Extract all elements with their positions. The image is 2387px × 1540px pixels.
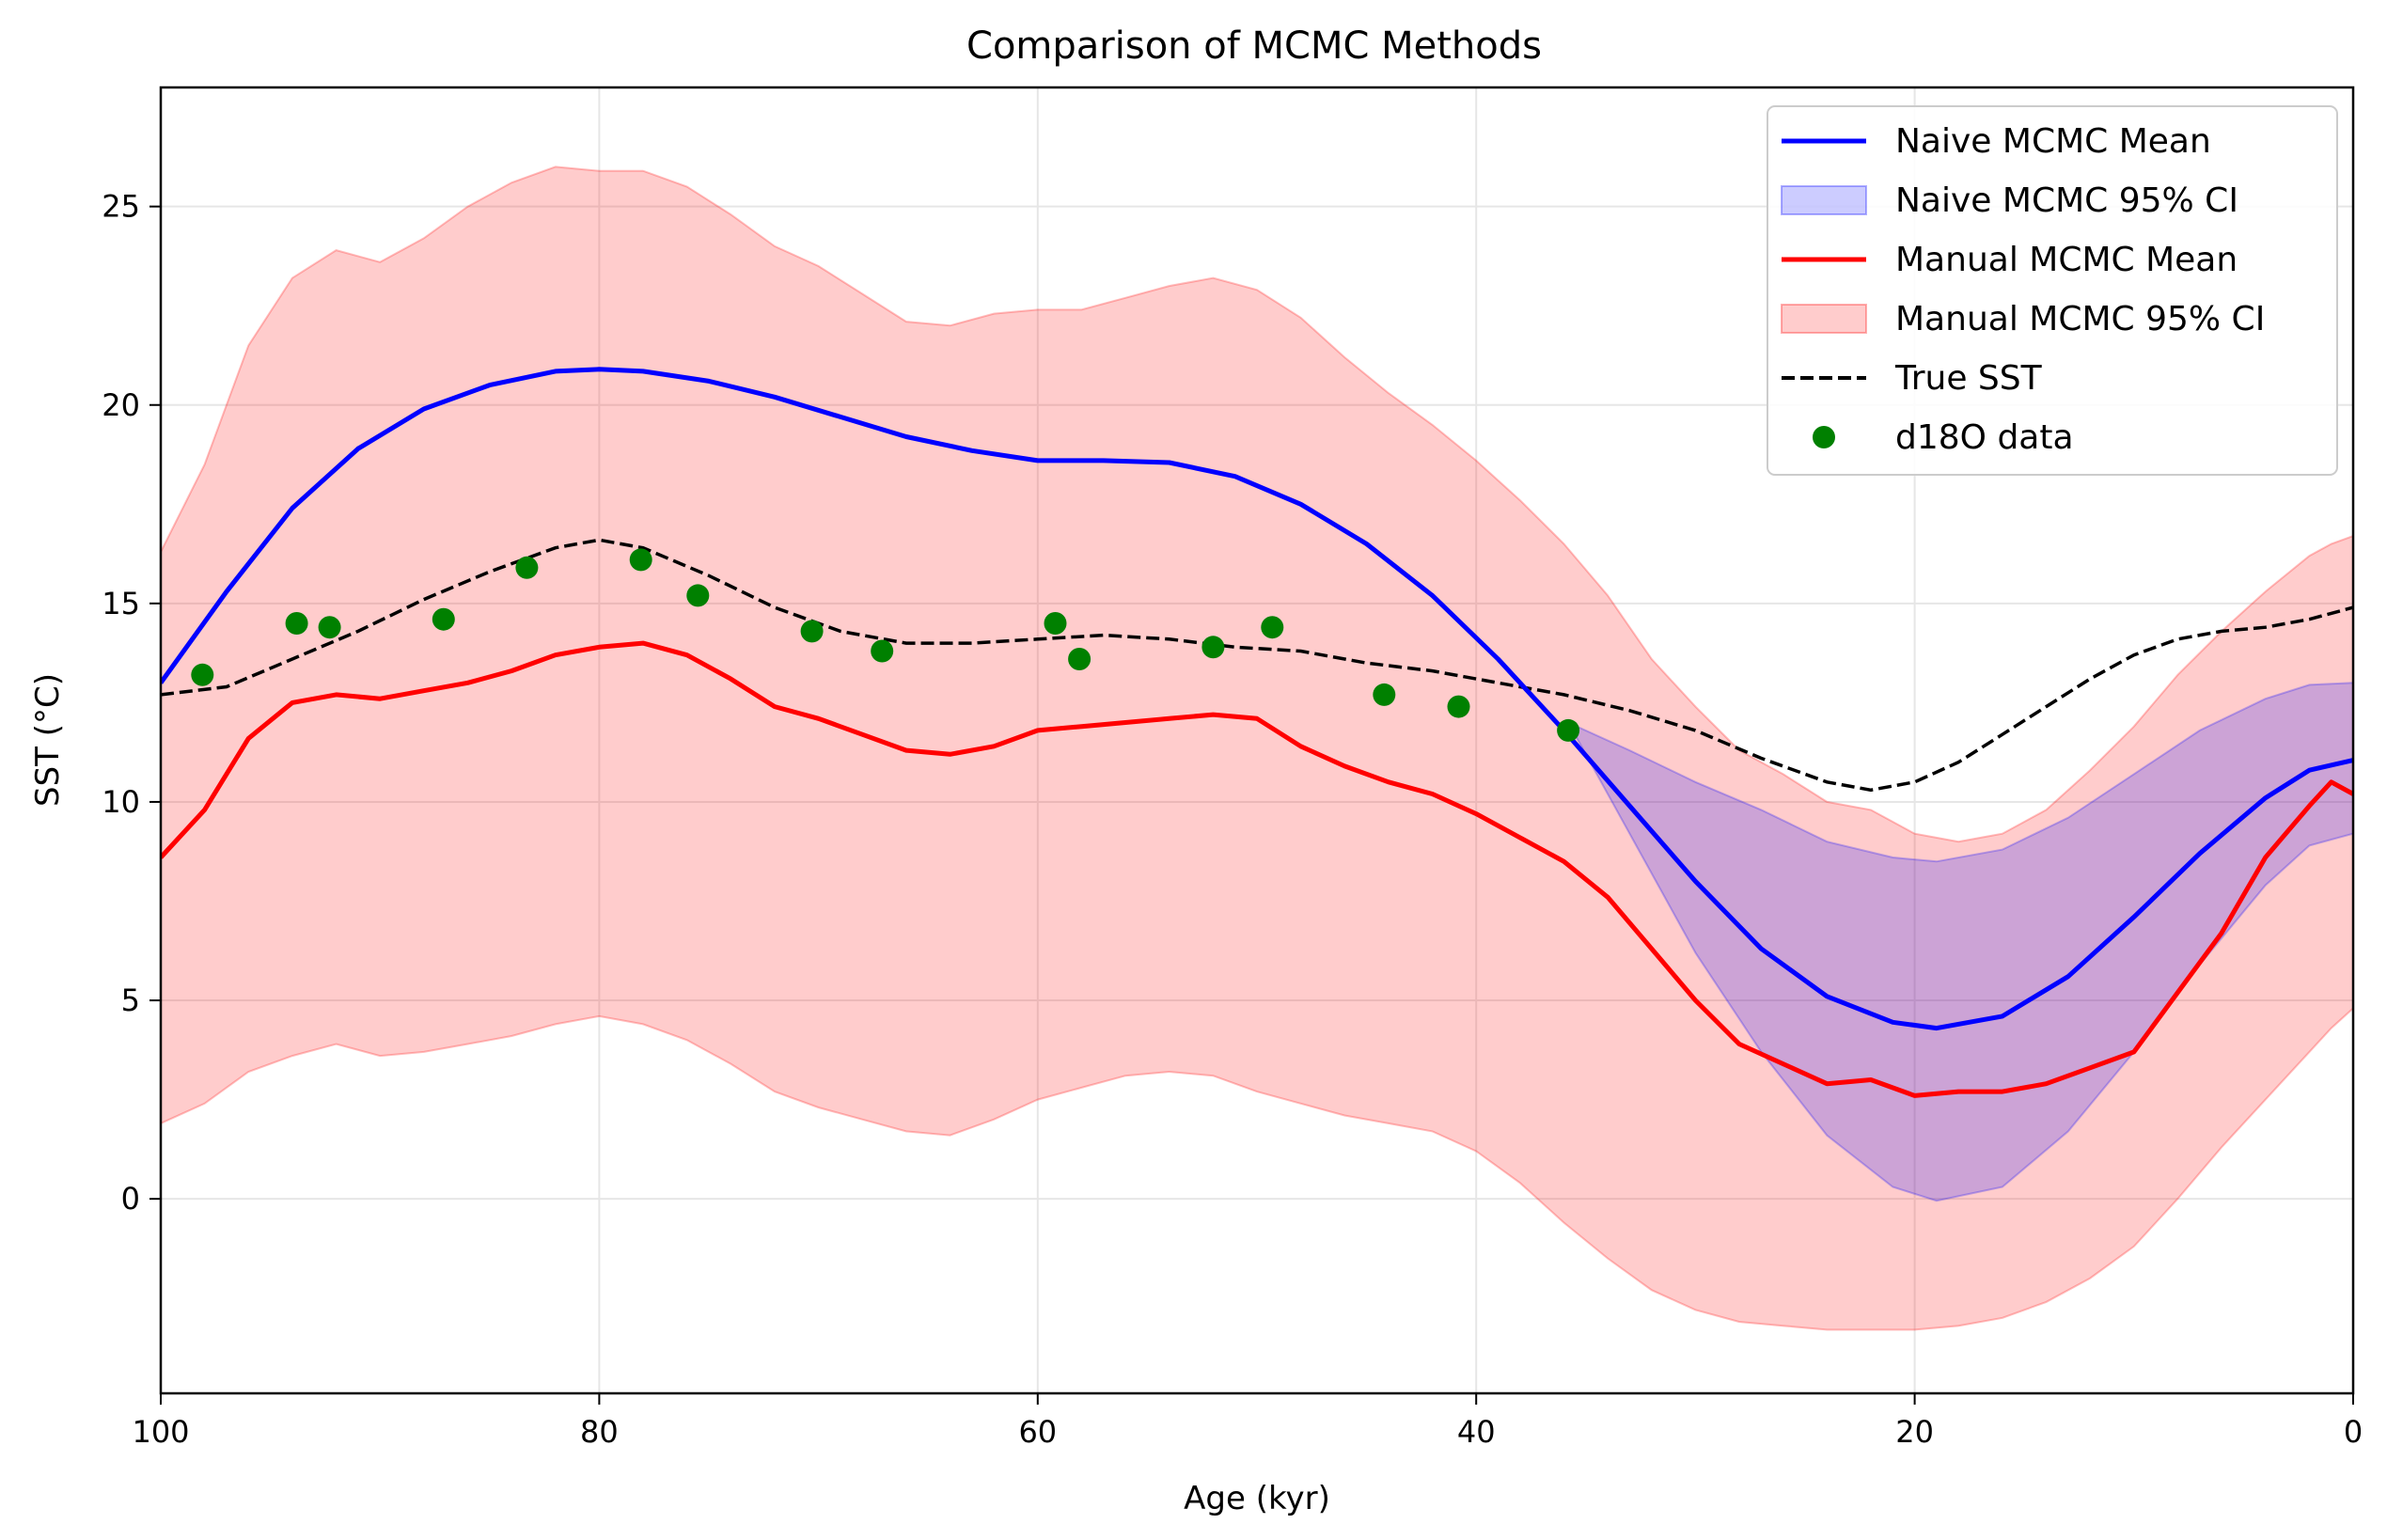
legend-label: Naive MCMC Mean bbox=[1895, 122, 2211, 161]
y-tick-label: 20 bbox=[102, 387, 140, 423]
legend-box bbox=[1767, 105, 2338, 476]
x-tick-label: 40 bbox=[1457, 1414, 1496, 1450]
y-tick-label: 0 bbox=[121, 1181, 140, 1217]
d18o-point bbox=[800, 620, 824, 643]
y-axis-label: SST (°C) bbox=[29, 673, 67, 807]
d18o-point bbox=[871, 639, 894, 663]
d18o-point bbox=[285, 612, 308, 635]
legend-swatch-patch bbox=[1781, 185, 1867, 215]
x-tick-label: 60 bbox=[1018, 1414, 1057, 1450]
manual-ci-band bbox=[161, 165, 2353, 1331]
legend-label: True SST bbox=[1894, 359, 2043, 398]
plot-frame bbox=[159, 86, 2355, 1395]
d18o-point bbox=[318, 616, 341, 639]
x-tick-label: 0 bbox=[2344, 1414, 2363, 1450]
d18o-point bbox=[432, 607, 455, 631]
legend-swatch-patch bbox=[1781, 304, 1867, 334]
legend-label: d18O data bbox=[1895, 418, 2074, 457]
d18o-point bbox=[515, 556, 539, 579]
naive-ci-band bbox=[1565, 682, 2353, 1202]
chart-title: Comparison of MCMC Methods bbox=[966, 24, 1542, 68]
d18o-point bbox=[629, 548, 652, 572]
x-tick-label: 20 bbox=[1895, 1414, 1934, 1450]
legend-label: Manual MCMC 95% CI bbox=[1895, 300, 2265, 338]
d18o-point bbox=[686, 584, 710, 607]
d18o-point bbox=[1557, 718, 1580, 742]
plot-area bbox=[161, 165, 2353, 1331]
naive-mean-line bbox=[161, 367, 2353, 1031]
d18o-point bbox=[1201, 636, 1225, 659]
d18o-point bbox=[1044, 612, 1067, 635]
x-axis: 100 80 60 40 20 0 bbox=[132, 1393, 2363, 1450]
y-tick-label: 10 bbox=[102, 784, 140, 820]
y-tick-label: 25 bbox=[102, 189, 140, 225]
legend-label: Manual MCMC Mean bbox=[1895, 241, 2238, 279]
x-tick-label: 80 bbox=[580, 1414, 619, 1450]
legend: Naive MCMC Mean Naive MCMC 95% CI Manual M… bbox=[1767, 105, 2338, 476]
true-sst-line bbox=[161, 538, 2353, 793]
y-tick-label: 15 bbox=[102, 586, 140, 621]
d18o-point bbox=[1373, 683, 1396, 706]
legend-swatch-marker bbox=[1813, 426, 1835, 448]
d18o-point bbox=[1068, 648, 1091, 670]
d18o-points bbox=[191, 548, 1580, 742]
x-tick-label: 100 bbox=[132, 1414, 189, 1450]
y-axis: 0 5 10 15 20 25 bbox=[102, 189, 161, 1217]
x-axis-label: Age (kyr) bbox=[1184, 1480, 1330, 1517]
d18o-point bbox=[191, 663, 214, 686]
d18o-point bbox=[1447, 695, 1470, 718]
manual-mean-line bbox=[161, 640, 2353, 1098]
y-tick-label: 5 bbox=[121, 982, 140, 1018]
legend-label: Naive MCMC 95% CI bbox=[1895, 181, 2238, 220]
d18o-point bbox=[1261, 616, 1284, 639]
